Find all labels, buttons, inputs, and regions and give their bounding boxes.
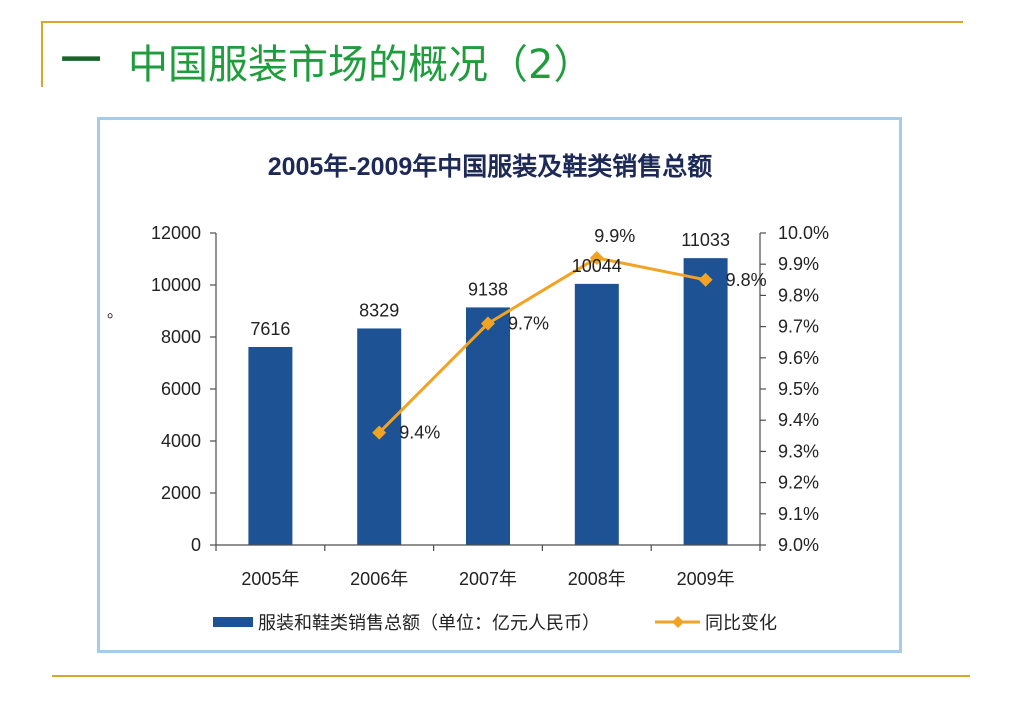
data-label-layer: 7616 8329 9138 10044 11033 9.4% 9.7% 9.9% 9.8%: [250, 226, 766, 443]
sales-bar-value-label: 9138: [468, 279, 508, 299]
left-y-tick-label: 10000: [151, 275, 201, 295]
right-y-tick-label: 10.0%: [778, 223, 829, 243]
x-axis-category-label: 2008年: [568, 569, 626, 589]
chart-frame: 。 2005年-2009年中国服装及鞋类销售总额 0 2000 4000 6000 80…: [97, 117, 902, 653]
legend: 服装和鞋类销售总额（单位：亿元人民币） 同比变化: [213, 613, 777, 633]
x-axis-category-label: 2005年: [241, 569, 299, 589]
right-y-tick-label: 9.1%: [778, 504, 819, 524]
right-y-tick-label: 9.9%: [778, 254, 819, 274]
legend-line-label: 同比变化: [705, 613, 777, 633]
right-y-tick-label: 9.7%: [778, 317, 819, 337]
growth-marker: [698, 272, 713, 287]
left-y-tick-label: 2000: [161, 483, 201, 503]
right-y-tick-label: 9.8%: [778, 285, 819, 305]
sales-bar: [574, 283, 619, 545]
growth-marker: [372, 425, 387, 440]
bottom-accent-rule: [52, 675, 970, 677]
legend-line-marker: [672, 616, 684, 628]
right-y-tick-label: 9.0%: [778, 535, 819, 555]
sales-bar-value-label: 11033: [681, 230, 730, 250]
top-accent-rule: [41, 21, 963, 23]
growth-value-label: 9.7%: [508, 313, 549, 333]
growth-value-label: 9.4%: [399, 423, 440, 443]
legend-bar-swatch: [213, 617, 253, 627]
left-y-tick-label: 4000: [161, 431, 201, 451]
sales-bar-value-label: 7616: [250, 319, 290, 339]
right-y-tick-label: 9.6%: [778, 348, 819, 368]
x-axis-category-label: 2006年: [350, 569, 408, 589]
growth-marker: [589, 250, 604, 265]
growth-value-label: 9.9%: [594, 226, 635, 246]
sales-bar-value-label: 10044: [572, 256, 622, 276]
title-bullet: 一: [61, 38, 101, 84]
axes-layer: 0 2000 4000 6000 8000 10000 12000 9.0% 9.1% 9.2% 9…: [151, 223, 829, 589]
sales-chart: 。 2005年-2009年中国服装及鞋类销售总额 0 2000 4000 6000 80…: [97, 117, 902, 653]
bar-layer: [248, 258, 728, 545]
sales-bar: [248, 346, 293, 545]
x-axis-category-label: 2009年: [677, 569, 735, 589]
sales-bar-value-label: 8329: [359, 300, 399, 320]
sales-bar: [466, 307, 510, 545]
slide-title: 中国服装市场的概况（2）: [128, 42, 594, 88]
legend-bar-label: 服装和鞋类销售总额（单位：亿元人民币）: [258, 613, 600, 633]
left-accent-rule: [41, 21, 43, 87]
growth-line: [378, 256, 706, 434]
right-y-tick-label: 9.5%: [778, 379, 819, 399]
right-y-tick-label: 9.4%: [778, 410, 819, 430]
right-y-tick-label: 9.3%: [778, 441, 819, 461]
left-y-tick-label: 6000: [161, 379, 201, 399]
right-y-tick-label: 9.2%: [778, 473, 819, 493]
growth-line-layer: [372, 250, 713, 440]
growth-value-label: 9.8%: [726, 270, 767, 290]
chart-mark: 。: [107, 302, 123, 321]
left-y-tick-label: 12000: [151, 223, 201, 243]
growth-marker: [481, 316, 495, 331]
chart-title: 2005年-2009年中国服装及鞋类销售总额: [268, 152, 713, 181]
left-y-tick-label: 8000: [161, 327, 201, 347]
x-axis-category-label: 2007年: [459, 569, 517, 589]
left-y-tick-label: 0: [191, 535, 201, 555]
sales-bar: [683, 258, 728, 545]
